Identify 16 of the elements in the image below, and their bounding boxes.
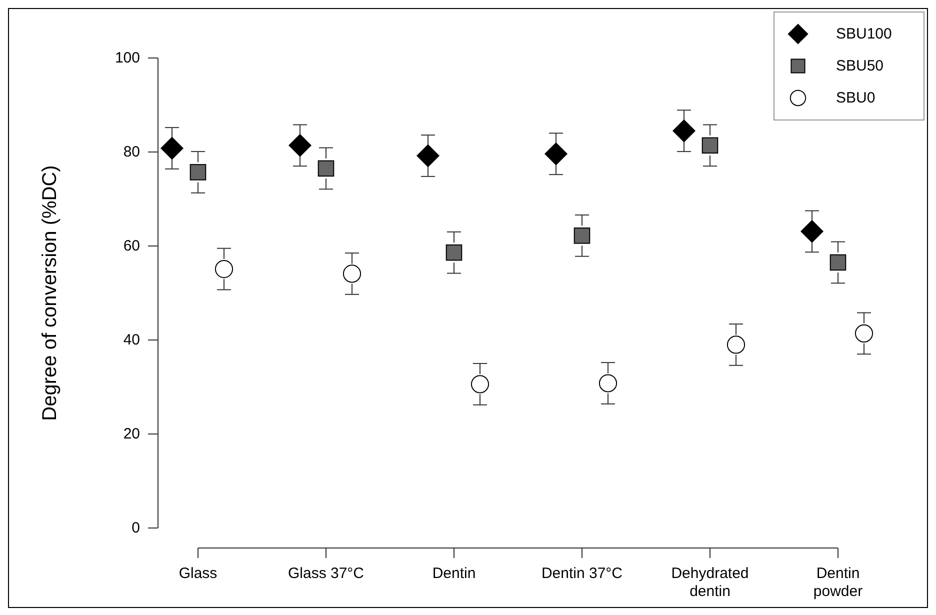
x-tick-label: Dentin 37°C bbox=[541, 565, 623, 582]
y-tick-label: 80 bbox=[123, 144, 140, 160]
y-tick-label: 20 bbox=[123, 426, 140, 442]
legend-label: SBU100 bbox=[836, 26, 892, 42]
y-tick-label: 0 bbox=[132, 520, 140, 536]
x-tick-label: Dehydrated dentin bbox=[671, 565, 749, 600]
legend-label: SBU0 bbox=[836, 90, 876, 106]
y-axis-title: Degree of conversion (%DC) bbox=[39, 165, 61, 421]
x-tick-label: Dentin bbox=[432, 565, 476, 582]
x-tick-label: Glass 37°C bbox=[288, 565, 364, 582]
legend-label: SBU50 bbox=[836, 58, 884, 74]
y-tick-label: 100 bbox=[114, 50, 140, 66]
y-tick-label: 40 bbox=[123, 332, 140, 348]
x-tick-label: Dentin powder bbox=[813, 565, 863, 600]
x-tick-label: Glass bbox=[178, 565, 218, 582]
y-tick-label: 60 bbox=[123, 238, 140, 254]
